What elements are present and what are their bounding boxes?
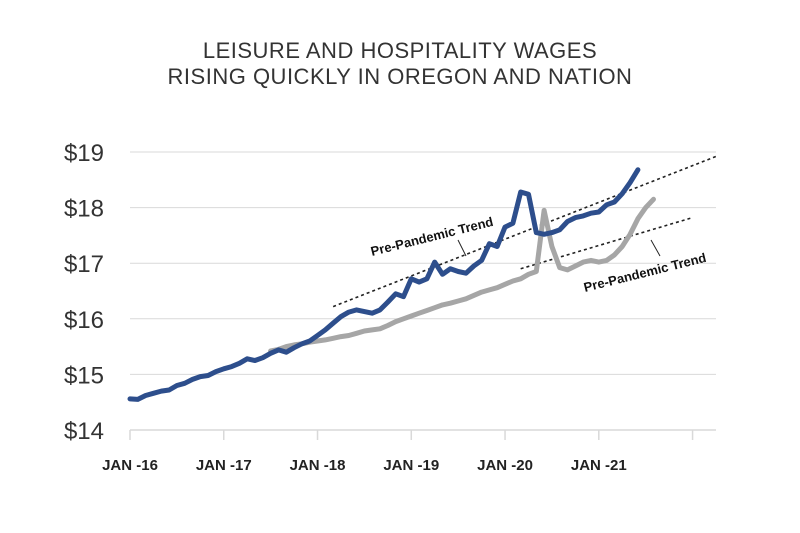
chart-title-line-2: RISING QUICKLY IN OREGON AND NATION — [167, 64, 633, 89]
axes — [129, 429, 716, 440]
y-tick-label: $19 — [64, 140, 104, 167]
series-line-gray — [268, 196, 656, 354]
y-tick-label: $15 — [64, 362, 104, 389]
x-tick-label: JAN -21 — [571, 457, 627, 474]
trend-line — [332, 155, 717, 308]
x-tick-label: JAN -19 — [383, 457, 439, 474]
grid-lines — [130, 151, 716, 375]
y-tick-label: $14 — [64, 418, 104, 445]
x-tick-label: JAN -17 — [196, 457, 252, 474]
tick-labels: $19 $18 $17 $16 $15 $14 JAN -16 JAN -17 JAN -18 J… — [64, 140, 627, 474]
y-tick-label: $17 — [64, 251, 104, 278]
y-tick-label: $18 — [64, 196, 104, 223]
trend-label-upper: Pre-Pandemic Trend — [369, 214, 495, 259]
trend-lines — [332, 155, 717, 308]
trend-label-lower: Pre-Pandemic Trend — [582, 250, 708, 295]
y-tick-label: $16 — [64, 307, 104, 334]
x-tick-label: JAN -18 — [290, 457, 346, 474]
x-tick-label: JAN -20 — [477, 457, 533, 474]
trend-leader-lower — [650, 239, 661, 257]
series-lines — [127, 167, 656, 402]
chart-title-line-1: LEISURE AND HOSPITALITY WAGES — [202, 38, 598, 63]
series-line-blue — [127, 167, 641, 402]
x-tick-label: JAN -16 — [102, 457, 158, 474]
trend-leader-upper — [457, 239, 467, 257]
